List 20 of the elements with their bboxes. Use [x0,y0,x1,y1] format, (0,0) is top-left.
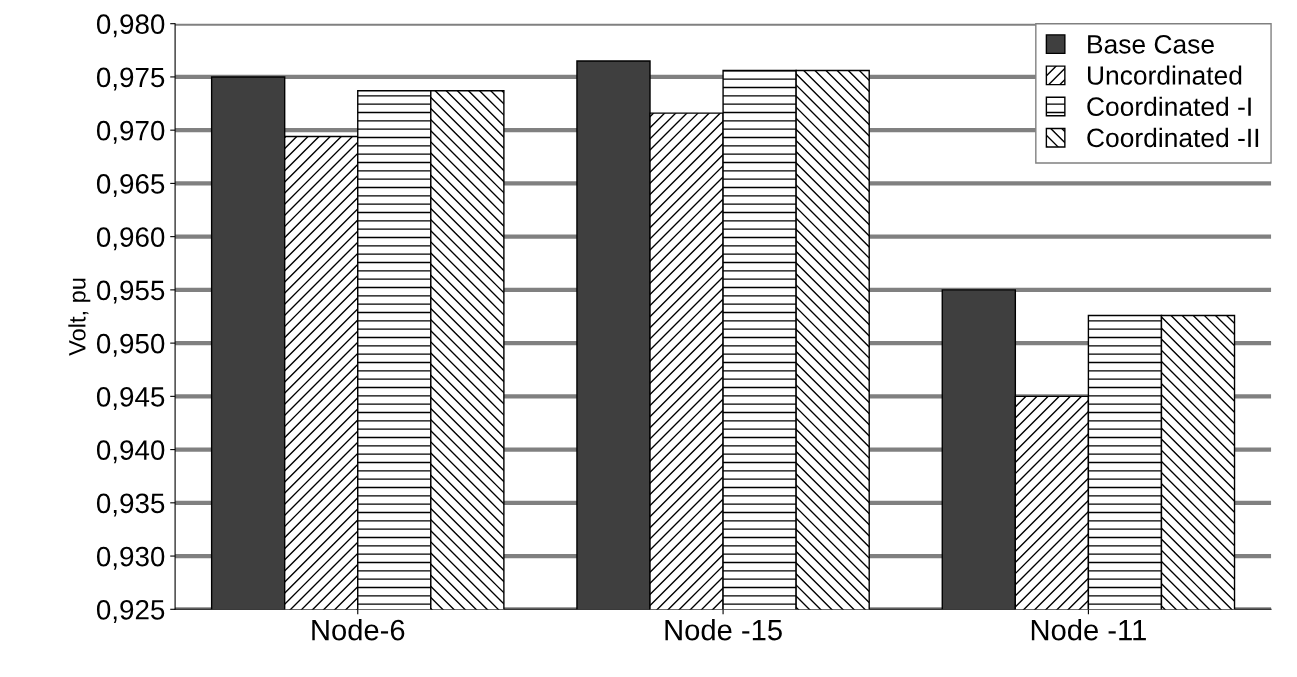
legend-label: Base Case [1088,34,1214,54]
x-tick-label: Node -15 [665,619,782,641]
y-tick-label: 0,940 [96,440,165,464]
y-tick-label: 0,935 [96,493,165,517]
y-tick-label: 0,930 [96,546,165,570]
y-tick-label: 0,925 [96,599,165,623]
legend-label: Uncordinated [1088,65,1242,85]
y-axis-title: Volt, pu [68,278,91,356]
legend-label: Coordinated -II [1087,127,1259,148]
y-tick-label: 0,980 [96,14,165,38]
x-tick-label: Node-6 [312,619,405,641]
legend-label: Coordinated -I [1087,96,1251,117]
y-tick-label: 0,960 [96,227,165,251]
y-tick-label: 0,965 [96,174,165,198]
y-tick-label: 0,955 [96,280,165,304]
y-tick-label: 0,950 [96,333,165,357]
x-tick-label: Node -11 [1031,619,1146,641]
y-tick-label: 0,975 [96,67,165,91]
y-tick-label: 0,970 [96,120,165,144]
y-tick-label: 0,945 [96,387,165,410]
